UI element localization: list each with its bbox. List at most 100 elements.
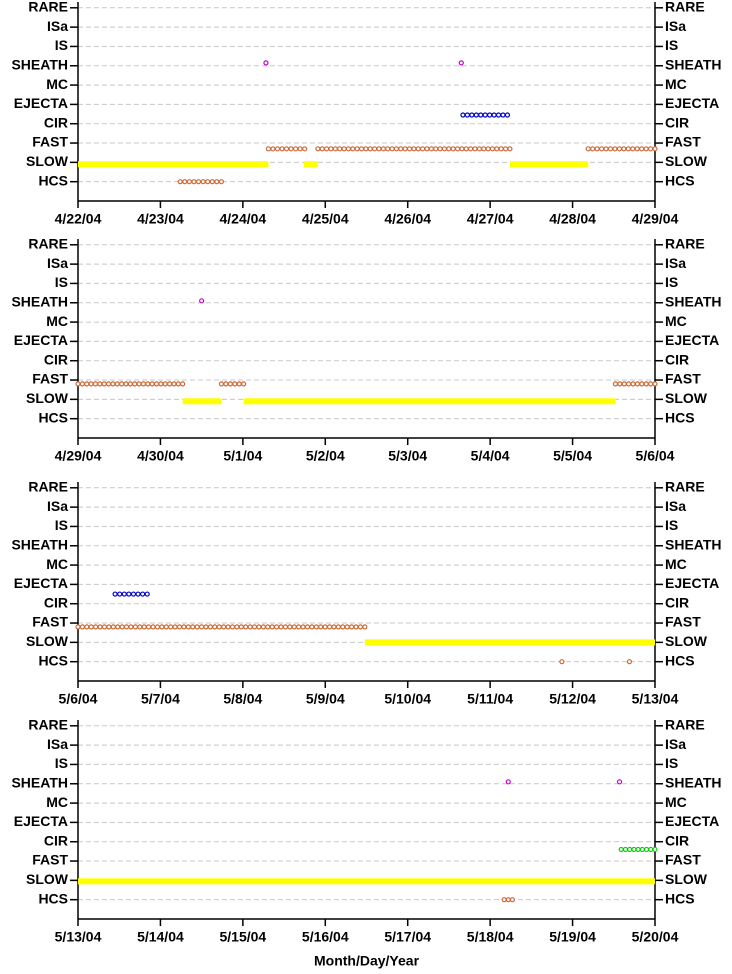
dot xyxy=(502,146,509,152)
run-dots xyxy=(265,146,308,152)
y-tick-label: EJECTA xyxy=(14,332,68,348)
dot xyxy=(362,624,368,630)
y-tick-label: HCS xyxy=(38,890,68,906)
dot xyxy=(505,897,511,903)
dot xyxy=(501,897,507,903)
y2-tick-label: SHEATH xyxy=(665,56,722,72)
dot xyxy=(460,112,466,118)
run-dots xyxy=(218,381,247,387)
dot xyxy=(247,624,253,630)
dot xyxy=(621,381,627,387)
dot xyxy=(119,381,125,387)
x-tick-label: 5/1/04 xyxy=(223,448,262,464)
dot xyxy=(163,624,169,630)
dot xyxy=(437,146,443,152)
dot xyxy=(626,381,632,387)
dot xyxy=(335,624,341,630)
dot xyxy=(616,779,623,785)
y-tick-label: HCS xyxy=(38,409,68,425)
dot xyxy=(229,624,236,630)
dot xyxy=(182,179,188,185)
run-dots xyxy=(585,146,658,152)
dot xyxy=(500,112,506,118)
dot xyxy=(340,624,346,630)
dot xyxy=(559,659,565,665)
dot xyxy=(162,381,168,387)
dot xyxy=(146,624,152,630)
dot xyxy=(137,624,143,630)
y2-tick-label: SHEATH xyxy=(665,774,722,790)
dot xyxy=(639,846,645,853)
run-dots xyxy=(199,298,205,304)
y2-tick-label: CIR xyxy=(665,351,689,367)
x-tick-label: 5/2/04 xyxy=(306,448,345,464)
dot xyxy=(265,624,271,630)
y2-tick-label: ISa xyxy=(665,498,686,514)
dot xyxy=(326,624,333,630)
run-bar xyxy=(78,161,269,168)
dot xyxy=(241,381,247,387)
y-tick-label: FAST xyxy=(32,371,68,387)
run-dots xyxy=(75,624,368,630)
dot xyxy=(424,146,430,152)
y-tick-label: EJECTA xyxy=(14,813,68,829)
dot xyxy=(318,624,324,630)
dot xyxy=(132,381,138,387)
x-tick-label: 4/23/04 xyxy=(137,211,184,227)
dot xyxy=(504,112,511,118)
dot xyxy=(350,146,356,152)
run-dots xyxy=(112,591,150,597)
y2-tick-label: EJECTA xyxy=(665,813,719,829)
dot xyxy=(198,624,205,630)
dot xyxy=(635,846,641,853)
dot xyxy=(140,591,146,597)
y2-tick-label: IS xyxy=(665,274,678,290)
dot xyxy=(487,112,493,118)
y2-tick-label: MC xyxy=(665,76,687,92)
y-tick-label: CIR xyxy=(44,832,68,848)
dot xyxy=(260,624,266,630)
dot xyxy=(627,846,633,853)
x-tick-label: 5/4/04 xyxy=(471,448,510,464)
dot xyxy=(154,624,161,630)
x-tick-label: 4/24/04 xyxy=(219,211,266,227)
y-tick-label: SHEATH xyxy=(11,56,68,72)
x-tick-label: 5/16/04 xyxy=(302,929,349,945)
dot xyxy=(643,846,650,853)
dot xyxy=(106,624,112,630)
dot xyxy=(225,624,231,630)
x-tick-label: 5/14/04 xyxy=(137,929,184,945)
dot xyxy=(212,624,218,630)
dot xyxy=(84,381,90,387)
dot xyxy=(263,60,269,66)
dot xyxy=(428,146,434,152)
dot xyxy=(441,146,448,152)
y-tick-label: ISa xyxy=(47,498,68,514)
dot xyxy=(616,146,622,152)
y-tick-label: CIR xyxy=(44,351,68,367)
y2-tick-label: RARE xyxy=(665,716,705,732)
dot xyxy=(278,624,284,630)
dot xyxy=(402,146,408,152)
x-tick-label: 4/30/04 xyxy=(137,448,184,464)
dot xyxy=(238,624,244,630)
dot xyxy=(509,897,515,903)
y-tick-label: SLOW xyxy=(26,871,69,887)
dot xyxy=(227,381,233,387)
dot xyxy=(367,146,373,152)
dot xyxy=(495,112,502,118)
dot xyxy=(92,381,99,387)
dot xyxy=(97,624,103,630)
y-tick-label: SLOW xyxy=(26,153,69,169)
y2-tick-label: MC xyxy=(665,556,687,572)
x-axis-label: Month/Day/Year xyxy=(314,953,420,969)
dot xyxy=(153,381,160,387)
run-bar xyxy=(303,161,318,168)
dot xyxy=(293,146,299,152)
dot xyxy=(283,146,290,152)
dot xyxy=(209,179,215,185)
dot xyxy=(482,112,488,118)
dot xyxy=(612,146,618,152)
y2-tick-label: EJECTA xyxy=(665,575,719,591)
x-tick-label: 5/12/04 xyxy=(549,691,596,707)
